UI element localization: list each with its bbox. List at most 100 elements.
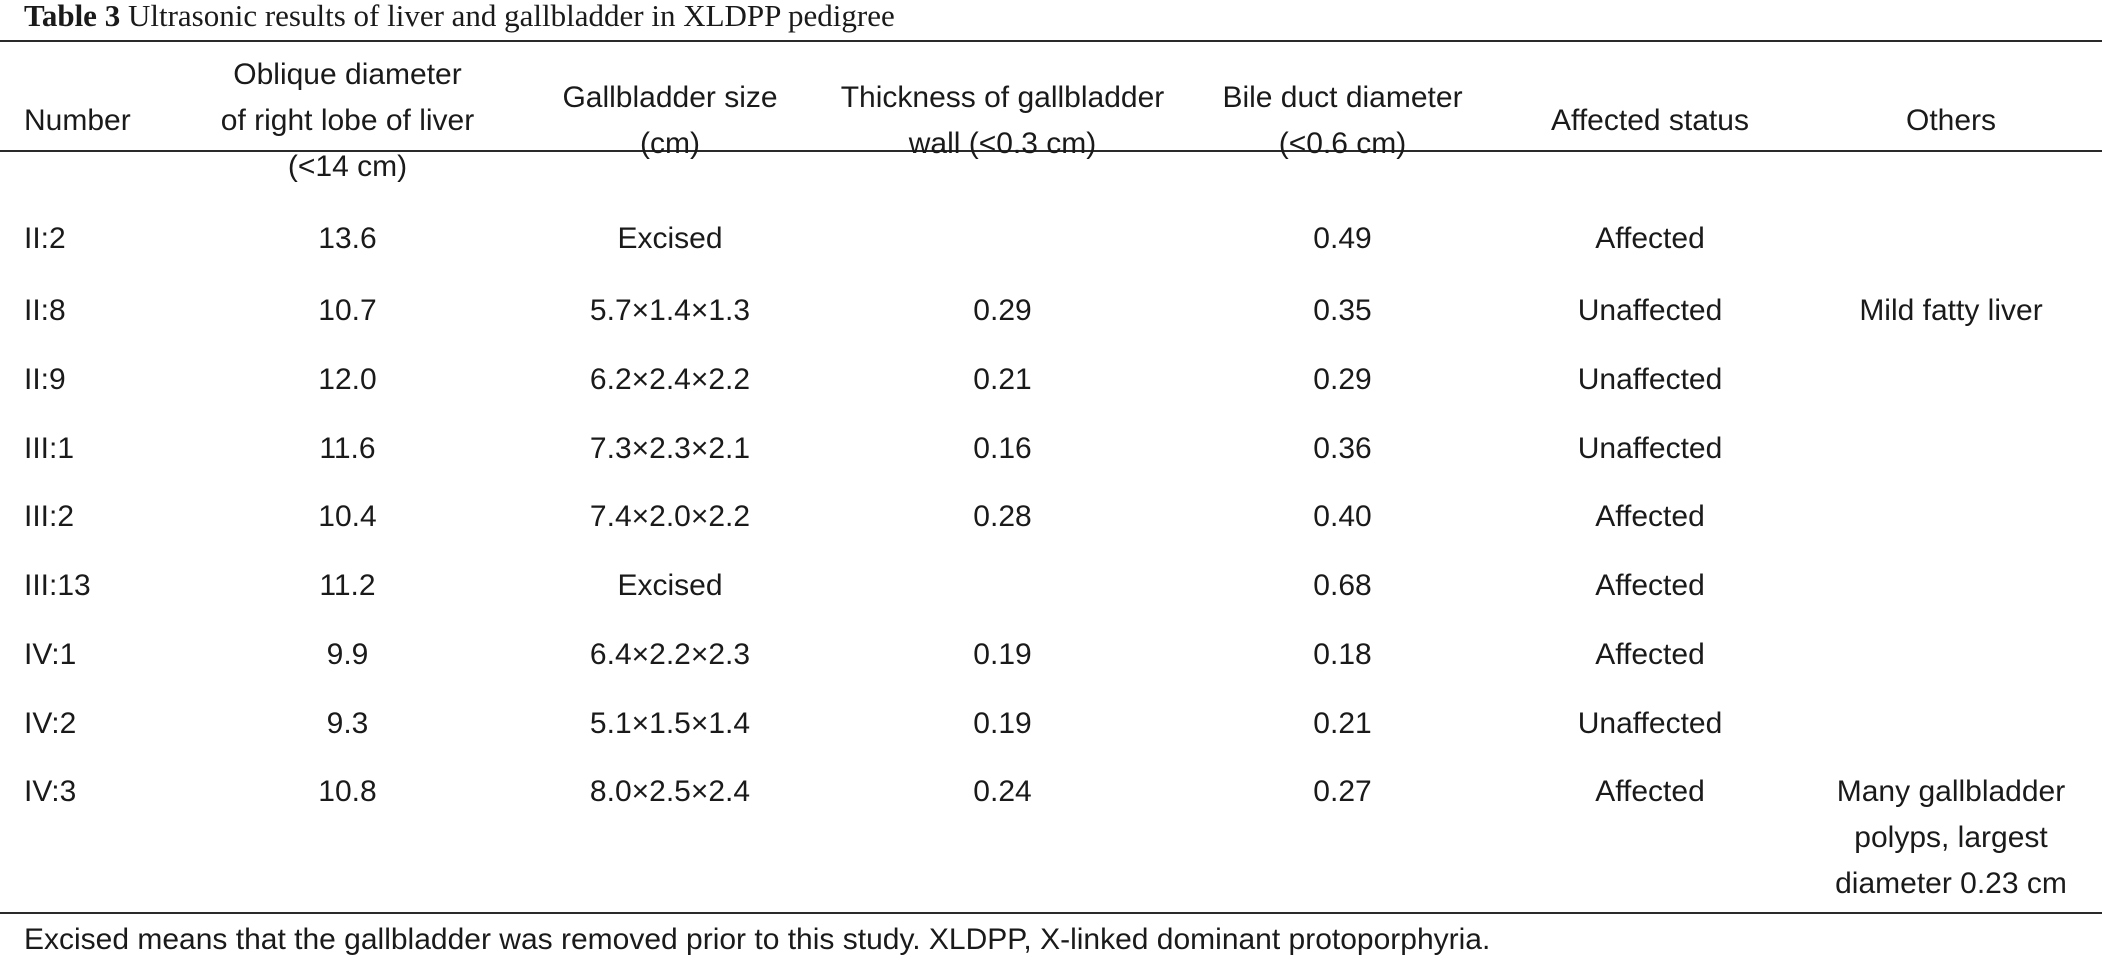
column-header-affected-status: Affected status xyxy=(1500,41,1800,201)
cell-wall-thickness: 0.29 xyxy=(973,294,1032,327)
cell-bile-duct-diameter: 0.68 xyxy=(1313,569,1372,602)
cell-number: II:8 xyxy=(24,294,66,327)
cell-bile-duct-diameter: 0.35 xyxy=(1313,294,1372,327)
cell-bile-duct-diameter: 0.29 xyxy=(1313,362,1372,396)
cell-wall-thickness: 0.21 xyxy=(973,362,1032,396)
cell-gallbladder-size: 7.3×2.3×2.1 xyxy=(589,431,751,465)
column-header-wall-thickness: Thickness of gallbladder wall (<0.3 cm) xyxy=(820,41,1185,201)
cell-gallbladder-size: Excised xyxy=(617,569,723,602)
cell-others xyxy=(1800,619,2102,688)
cell-gallbladder-size: 5.1×1.5×1.4 xyxy=(589,706,751,740)
cell-oblique-diameter: 13.6 xyxy=(318,222,377,255)
table-row: III:1 11.6 7.3×2.3×2.1 0.16 0.36 Unaffected xyxy=(0,413,2102,482)
cell-gallbladder-size: 8.0×2.5×2.4 xyxy=(589,775,751,809)
cell-bile-duct-diameter: 0.21 xyxy=(1313,706,1372,740)
header-text-line: Thickness of gallbladder xyxy=(840,81,1165,114)
cell-gallbladder-size: Excised xyxy=(617,222,723,255)
cell-affected-status: Unaffected xyxy=(1577,362,1723,396)
cell-number: III:1 xyxy=(24,431,75,465)
cell-others xyxy=(1800,688,2102,757)
cell-number: IV:3 xyxy=(24,775,77,809)
header-text-line: Others xyxy=(1905,104,1997,137)
header-text-line: (<0.6 cm) xyxy=(1278,127,1407,160)
cell-oblique-diameter: 9.9 xyxy=(326,637,369,671)
cell-number: IV:1 xyxy=(24,637,77,671)
header-text-line: wall (<0.3 cm) xyxy=(908,127,1097,160)
cell-affected-status: Unaffected xyxy=(1577,294,1723,327)
cell-wall-thickness xyxy=(820,201,1185,275)
table-row: III:13 11.2 Excised 0.68 Affected xyxy=(0,550,2102,619)
header-text-line: (<14 cm) xyxy=(287,150,408,183)
cell-gallbladder-size: 6.2×2.4×2.2 xyxy=(589,362,751,396)
cell-bile-duct-diameter: 0.40 xyxy=(1313,500,1372,534)
cell-gallbladder-size: 7.4×2.0×2.2 xyxy=(589,500,751,534)
cell-number: III:2 xyxy=(24,500,75,534)
cell-wall-thickness: 0.19 xyxy=(973,706,1032,740)
cell-affected-status: Affected xyxy=(1595,569,1705,602)
cell-others: Many gallbladder polyps, largest diameter … xyxy=(1800,756,2102,907)
cell-oblique-diameter: 10.4 xyxy=(318,500,377,534)
table-row: III:2 10.4 7.4×2.0×2.2 0.28 0.40 Affected xyxy=(0,481,2102,550)
cell-gallbladder-size: 6.4×2.2×2.3 xyxy=(589,637,751,671)
header-text-line: Oblique diameter xyxy=(233,58,462,91)
table-footnote: Excised means that the gallbladder was r… xyxy=(24,923,1491,956)
table-row: IV:3 10.8 8.0×2.5×2.4 0.24 0.27 Affected Many … xyxy=(0,756,2102,907)
cell-number: IV:2 xyxy=(24,706,77,740)
cell-others xyxy=(1800,550,2102,619)
cell-bile-duct-diameter: 0.27 xyxy=(1313,775,1372,809)
cell-oblique-diameter: 11.2 xyxy=(319,569,376,602)
column-header-number: Number xyxy=(0,41,175,201)
cell-affected-status: Unaffected xyxy=(1577,431,1723,465)
table-caption: Table 3 Ultrasonic results of liver and … xyxy=(24,0,895,36)
column-header-bile-duct-diameter: Bile duct diameter (<0.6 cm) xyxy=(1185,41,1500,201)
cell-bile-duct-diameter: 0.36 xyxy=(1313,431,1372,465)
header-text-line: Number xyxy=(24,104,131,137)
cell-affected-status: Affected xyxy=(1595,775,1705,809)
cell-wall-thickness: 0.28 xyxy=(973,500,1032,534)
table-body: II:2 13.6 Excised 0.49 Affected II:8 10.7 5.7×1… xyxy=(0,201,2102,907)
cell-wall-thickness xyxy=(820,550,1185,619)
cell-text-line: Many gallbladder xyxy=(1836,775,2066,809)
column-header-gallbladder-size: Gallbladder size (cm) xyxy=(520,41,820,201)
top-rule xyxy=(0,40,2102,42)
cell-number: II:9 xyxy=(24,362,66,396)
cell-wall-thickness: 0.19 xyxy=(973,637,1032,671)
header-text-line: Bile duct diameter xyxy=(1222,81,1463,114)
results-table: Number Oblique diameter of right lobe of l… xyxy=(0,41,2102,907)
cell-number: III:13 xyxy=(24,569,91,602)
cell-bile-duct-diameter: 0.18 xyxy=(1313,637,1372,671)
cell-others xyxy=(1800,413,2102,482)
cell-oblique-diameter: 11.6 xyxy=(319,431,376,465)
header-text-line: of right lobe of liver xyxy=(220,104,475,137)
column-header-oblique-diameter: Oblique diameter of right lobe of liver (<… xyxy=(175,41,520,201)
cell-oblique-diameter: 10.7 xyxy=(318,294,377,327)
cell-affected-status: Affected xyxy=(1595,222,1705,255)
table-row: II:8 10.7 5.7×1.4×1.3 0.29 0.35 Unaffected Mil… xyxy=(0,275,2102,344)
cell-others xyxy=(1800,481,2102,550)
header-rule xyxy=(0,150,2102,152)
cell-text-line: diameter 0.23 cm xyxy=(1835,867,2067,901)
cell-oblique-diameter: 12.0 xyxy=(318,362,377,396)
cell-affected-status: Unaffected xyxy=(1577,706,1723,740)
cell-number: II:2 xyxy=(24,222,66,255)
table-row: IV:2 9.3 5.1×1.5×1.4 0.19 0.21 Unaffected xyxy=(0,688,2102,757)
column-header-others: Others xyxy=(1800,41,2102,201)
header-text-line: (cm) xyxy=(640,127,700,160)
header-text-line: Affected status xyxy=(1551,104,1749,137)
cell-affected-status: Affected xyxy=(1595,637,1705,671)
cell-others xyxy=(1800,344,2102,413)
caption-label: Table 3 xyxy=(24,0,121,33)
caption-text: Ultrasonic results of liver and gallblad… xyxy=(127,0,895,33)
cell-affected-status: Affected xyxy=(1595,500,1705,534)
header-row: Number Oblique diameter of right lobe of l… xyxy=(0,41,2102,201)
table-row: II:9 12.0 6.2×2.4×2.2 0.21 0.29 Unaffected xyxy=(0,344,2102,413)
cell-gallbladder-size: 5.7×1.4×1.3 xyxy=(589,294,751,327)
header-text-line: Gallbladder size xyxy=(562,81,778,114)
bottom-rule xyxy=(0,912,2102,914)
cell-bile-duct-diameter: 0.49 xyxy=(1313,222,1372,255)
cell-oblique-diameter: 9.3 xyxy=(326,706,369,740)
cell-others xyxy=(1800,201,2102,275)
cell-oblique-diameter: 10.8 xyxy=(318,775,377,809)
cell-wall-thickness: 0.24 xyxy=(973,775,1032,809)
table-row: IV:1 9.9 6.4×2.2×2.3 0.19 0.18 Affected xyxy=(0,619,2102,688)
